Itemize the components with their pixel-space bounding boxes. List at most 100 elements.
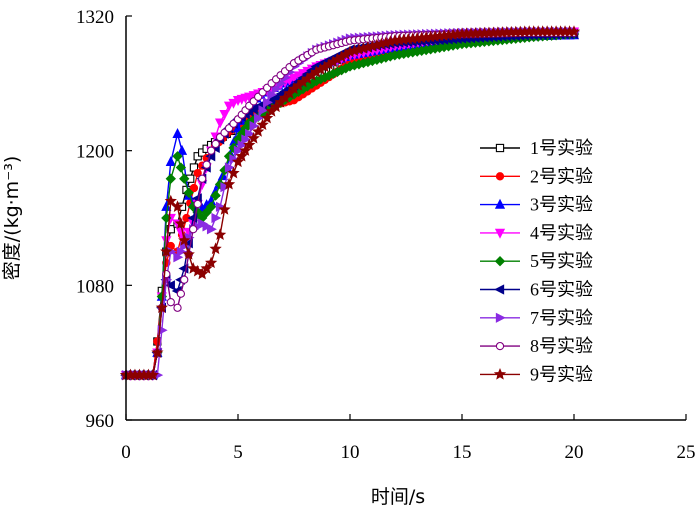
- data-point: [174, 217, 188, 229]
- data-point: [180, 275, 189, 284]
- data-point: [178, 234, 191, 246]
- data-point: [151, 346, 164, 358]
- data-point: [249, 120, 260, 132]
- data-point: [218, 203, 231, 215]
- legend-item-2: 2号实验: [480, 166, 593, 186]
- legend-label: 7号实验: [530, 308, 593, 328]
- data-point: [160, 245, 173, 257]
- data-point: [223, 151, 235, 162]
- legend-marker: [494, 198, 506, 209]
- data-point: [164, 280, 175, 291]
- data-point: [201, 207, 212, 218]
- x-tick-label: 25: [677, 442, 696, 463]
- legend-marker: [495, 312, 506, 323]
- data-point: [164, 194, 177, 207]
- data-point: [173, 303, 182, 312]
- legend-item-1: 1号实验: [480, 138, 593, 158]
- data-point: [245, 128, 256, 139]
- data-point: [161, 200, 172, 211]
- data-point: [211, 212, 222, 224]
- data-point: [206, 224, 217, 235]
- x-tick-label: 20: [565, 442, 584, 463]
- data-point: [196, 267, 209, 280]
- data-point: [204, 256, 218, 269]
- legend-item-4: 4号实验: [480, 223, 593, 243]
- data-point: [175, 162, 187, 173]
- legend-label: 3号实验: [530, 195, 593, 215]
- data-point: [211, 139, 220, 149]
- data-point: [213, 228, 227, 241]
- data-point: [172, 128, 183, 138]
- data-point: [567, 25, 581, 37]
- axes: 0 5 10 15 20 25 960 1080 1200 1320: [76, 7, 696, 463]
- legend: 1号实验 2号实验 3号实验 4号实验 5号实验 6号实验 7号实验 8号实验 9号实验: [480, 138, 593, 384]
- legend-marker: [494, 256, 506, 267]
- data-point: [254, 113, 264, 124]
- data-point: [161, 236, 172, 247]
- x-tick-label: 10: [341, 442, 360, 463]
- legend-label: 2号实验: [530, 166, 593, 186]
- legend-label: 9号实验: [530, 364, 593, 384]
- data-point: [222, 177, 236, 190]
- legend-label: 5号实验: [530, 251, 593, 271]
- data-point: [182, 248, 195, 260]
- data-point: [166, 298, 175, 307]
- data-point: [200, 262, 213, 274]
- data-point: [262, 97, 273, 108]
- legend-item-6: 6号实验: [480, 280, 593, 300]
- data-point: [209, 242, 222, 255]
- legend-item-3: 3号实验: [480, 195, 593, 215]
- data-point: [227, 166, 240, 179]
- data-point: [183, 187, 194, 198]
- legend-marker: [495, 143, 505, 153]
- data-point: [256, 118, 269, 131]
- legend-label: 6号实验: [530, 280, 593, 300]
- legend-marker: [495, 341, 505, 351]
- data-point: [165, 173, 176, 184]
- data-point: [247, 131, 260, 144]
- data-point: [189, 225, 198, 234]
- series-9: [119, 25, 581, 381]
- data-point: [146, 368, 160, 381]
- legend-item-9: 9号实验: [480, 364, 593, 384]
- plot-area: [119, 25, 581, 381]
- legend-item-5: 5号实验: [480, 251, 593, 271]
- data-point: [176, 289, 186, 298]
- data-point: [155, 301, 168, 313]
- data-point: [214, 118, 226, 129]
- data-point: [243, 138, 256, 151]
- x-tick-label: 15: [453, 442, 472, 463]
- y-tick-label: 960: [86, 411, 115, 432]
- y-tick-label: 1080: [76, 276, 114, 297]
- data-point: [193, 168, 202, 178]
- y-tick-label: 1320: [76, 7, 114, 28]
- data-point: [205, 201, 217, 212]
- data-point: [202, 160, 211, 169]
- data-point: [166, 225, 175, 234]
- legend-marker: [495, 172, 505, 181]
- data-point: [220, 182, 231, 193]
- data-point: [176, 144, 188, 155]
- data-point: [189, 183, 199, 193]
- x-tick-label: 5: [233, 442, 243, 463]
- data-point: [223, 101, 235, 112]
- legend-label: 8号实验: [530, 336, 593, 356]
- legend-item-7: 7号实验: [480, 308, 593, 328]
- data-point: [210, 190, 221, 201]
- data-point: [193, 199, 202, 209]
- data-point: [260, 111, 274, 124]
- legend-label: 1号实验: [530, 138, 593, 158]
- data-point: [179, 173, 190, 184]
- data-point: [165, 156, 176, 167]
- y-axis-title: 密度/(kg·m⁻³): [1, 156, 23, 280]
- legend-marker: [494, 284, 505, 295]
- x-axis-title: 时间/s: [371, 486, 425, 508]
- legend-marker: [494, 228, 506, 239]
- data-point: [189, 163, 199, 172]
- data-point: [198, 174, 207, 183]
- data-point: [172, 151, 183, 162]
- data-point: [206, 146, 216, 155]
- data-point: [219, 110, 230, 120]
- y-tick-label: 1200: [76, 142, 114, 163]
